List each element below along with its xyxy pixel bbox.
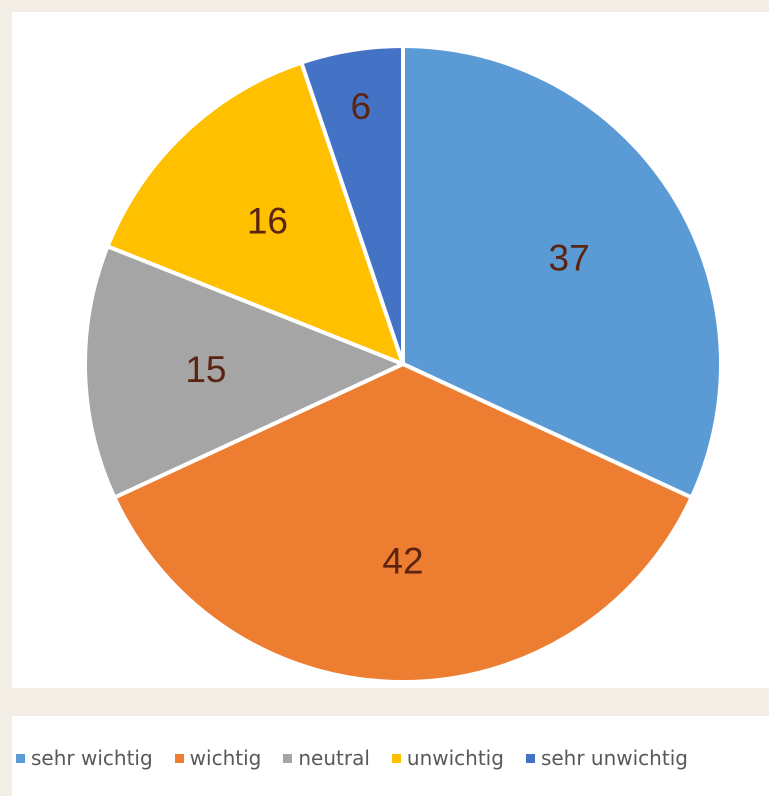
legend-label: sehr unwichtig: [540, 746, 688, 770]
legend-swatch: [174, 753, 184, 763]
data-label: 6: [351, 86, 372, 127]
pie-slice-sehr-wichtig: [401, 44, 723, 500]
data-label: 15: [185, 349, 226, 390]
legend-item-sehr-unwichtig: sehr unwichtig: [525, 746, 688, 770]
legend-label: neutral: [298, 746, 370, 770]
pie-slice-unwichtig: [105, 60, 405, 366]
legend-item-neutral: neutral: [283, 746, 370, 770]
pie-slice-sehr-unwichtig: [299, 44, 405, 366]
legend-label: sehr wichtig: [31, 746, 153, 770]
data-label: 37: [549, 237, 590, 278]
legend-swatch: [391, 753, 401, 763]
legend: sehr wichtig wichtig neutral unwichtig s…: [16, 746, 688, 770]
legend-area: [12, 716, 769, 796]
data-label: 42: [382, 541, 423, 582]
legend-item-wichtig: wichtig: [174, 746, 262, 770]
pie-slice-wichtig: [112, 362, 694, 684]
data-label: 16: [247, 200, 288, 241]
pie-slice-neutral: [83, 244, 405, 500]
legend-swatch: [16, 753, 25, 763]
legend-item-sehr-wichtig: sehr wichtig: [16, 746, 153, 770]
legend-label: unwichtig: [406, 746, 504, 770]
legend-label: wichtig: [189, 746, 262, 770]
legend-swatch: [525, 753, 535, 763]
legend-item-unwichtig: unwichtig: [391, 746, 504, 770]
legend-swatch: [283, 753, 293, 763]
